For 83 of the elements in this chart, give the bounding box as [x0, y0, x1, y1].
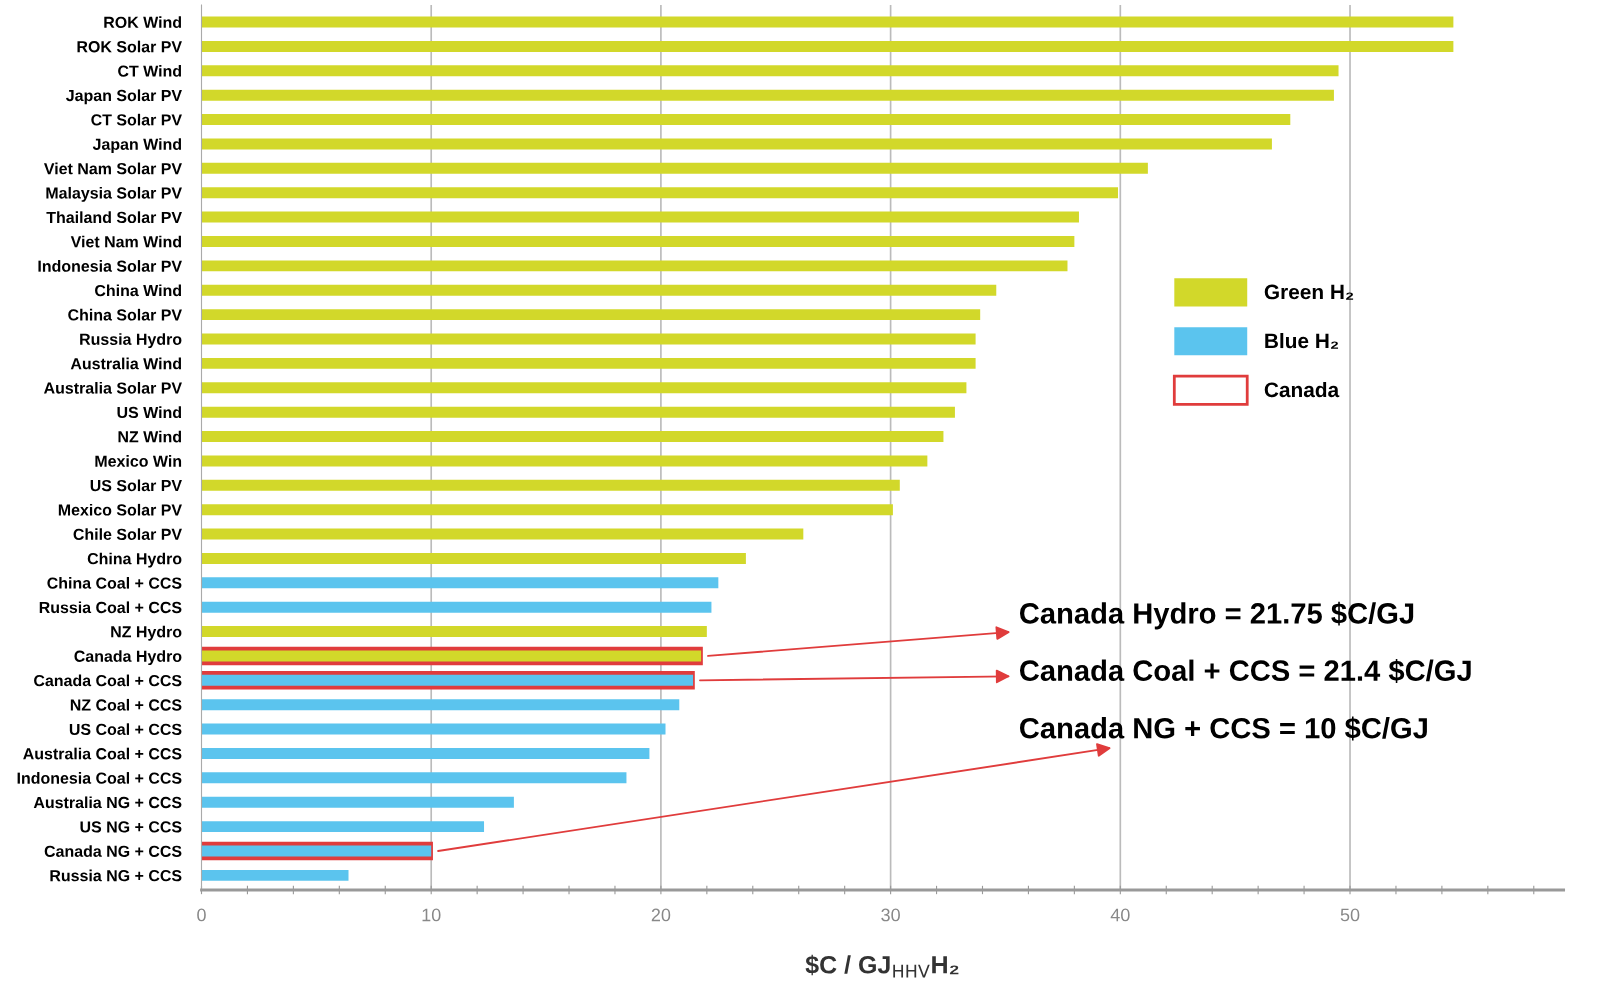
- bar: [201, 138, 1272, 150]
- bar: [201, 577, 719, 589]
- y-tick-label: ROK Solar PV: [77, 40, 182, 53]
- bar: [201, 309, 981, 321]
- y-tick-label: US Solar PV: [90, 479, 182, 492]
- bar: [201, 16, 1454, 28]
- y-tick-label: Russia Coal + CCS: [39, 601, 182, 614]
- bar: [201, 65, 1339, 77]
- legend-label: Canada: [1264, 381, 1340, 398]
- bar: [201, 114, 1291, 126]
- y-tick-label: Indonesia Solar PV: [38, 260, 182, 272]
- y-tick-label: NZ Hydro: [111, 625, 182, 641]
- bar: [201, 699, 680, 711]
- legend-label: Green H₂: [1264, 284, 1354, 300]
- x-tick-label: 10: [422, 908, 441, 922]
- x-tick-label: 20: [651, 908, 671, 922]
- y-tick-label: Viet Nam Wind: [70, 235, 182, 248]
- bar: [201, 504, 893, 516]
- y-tick-label: China Hydro: [87, 552, 182, 568]
- y-tick-label: CT Wind: [118, 65, 182, 77]
- bar: [201, 431, 944, 443]
- y-tick-label: CT Solar PV: [91, 113, 182, 126]
- y-tick-label: Mexico Solar PV: [58, 503, 182, 516]
- y-tick-label: Australia NG + CCS: [33, 796, 182, 809]
- bar: [201, 333, 976, 345]
- bar: [201, 479, 900, 491]
- x-tick-label: 40: [1110, 908, 1130, 922]
- bar: [201, 674, 694, 686]
- x-tick-label: 0: [197, 908, 206, 922]
- y-tick-label: Japan Solar PV: [66, 89, 182, 105]
- y-tick-label: Canada Hydro: [74, 650, 182, 666]
- y-tick-label: Australia Solar PV: [43, 381, 182, 394]
- bar: [201, 772, 627, 784]
- bar: [201, 236, 1075, 247]
- annotation: Canada Hydro = 21.75 $C/GJ: [1019, 601, 1414, 630]
- bar: [201, 40, 1454, 52]
- y-tick-label: Japan Wind: [92, 138, 182, 154]
- y-tick-label: China Coal + CCS: [47, 577, 182, 589]
- y-tick-label: Australia Wind: [70, 357, 182, 370]
- bar: [201, 382, 967, 394]
- y-tick-label: China Solar PV: [68, 308, 182, 321]
- bar: [201, 723, 666, 735]
- bar: [201, 406, 955, 418]
- bar: [201, 796, 514, 808]
- y-tick-label: Australia Coal + CCS: [23, 747, 182, 760]
- bar: [201, 821, 485, 833]
- bar: [201, 357, 976, 369]
- y-tick-label: US NG + CCS: [80, 821, 182, 833]
- bar: [201, 211, 1079, 223]
- bar: [201, 162, 1148, 174]
- bar: [201, 455, 928, 467]
- bar: [201, 187, 1119, 199]
- annotation: Canada NG + CCS = 10 $C/GJ: [1019, 716, 1427, 741]
- y-tick-label: China Wind: [95, 284, 182, 297]
- y-tick-label: Canada NG + CCS: [44, 845, 182, 857]
- y-tick-label: Russia NG + CCS: [50, 869, 182, 882]
- y-tick-label: Malaysia Solar PV: [46, 186, 182, 202]
- bar: [201, 260, 1068, 272]
- y-tick-label: Viet Nam Solar PV: [43, 162, 182, 175]
- y-tick-label: Chile Solar PV: [73, 528, 182, 540]
- bar: [201, 89, 1334, 101]
- y-tick-label: US Coal + CCS: [69, 723, 182, 736]
- y-tick-label: Russia Hydro: [80, 333, 182, 349]
- annotation: Canada Coal + CCS = 21.4 $C/GJ: [1019, 659, 1471, 683]
- x-tick-label: 50: [1340, 908, 1360, 922]
- bar: [201, 284, 997, 296]
- y-tick-label: NZ Wind: [118, 430, 182, 443]
- y-tick-label: NZ Coal + CCS: [70, 698, 182, 711]
- y-tick-label: US Wind: [117, 406, 181, 419]
- x-tick-label: 30: [881, 908, 900, 922]
- bar: [201, 747, 650, 759]
- bar: [201, 601, 712, 613]
- bar: [201, 626, 707, 638]
- bar: [201, 869, 349, 881]
- bar: [201, 528, 804, 540]
- y-tick-label: Mexico Win: [95, 455, 182, 467]
- y-tick-label: Thailand Solar PV: [46, 211, 182, 224]
- y-tick-label: Indonesia Coal + CCS: [17, 772, 182, 784]
- x-axis-title: $C / GJ$_{HHV}$H₂: [805, 954, 959, 978]
- y-tick-label: ROK Wind: [104, 16, 182, 29]
- legend-label: Blue H₂: [1265, 332, 1339, 349]
- bar: [201, 552, 746, 564]
- y-tick-label: Canada Coal + CCS: [34, 674, 182, 687]
